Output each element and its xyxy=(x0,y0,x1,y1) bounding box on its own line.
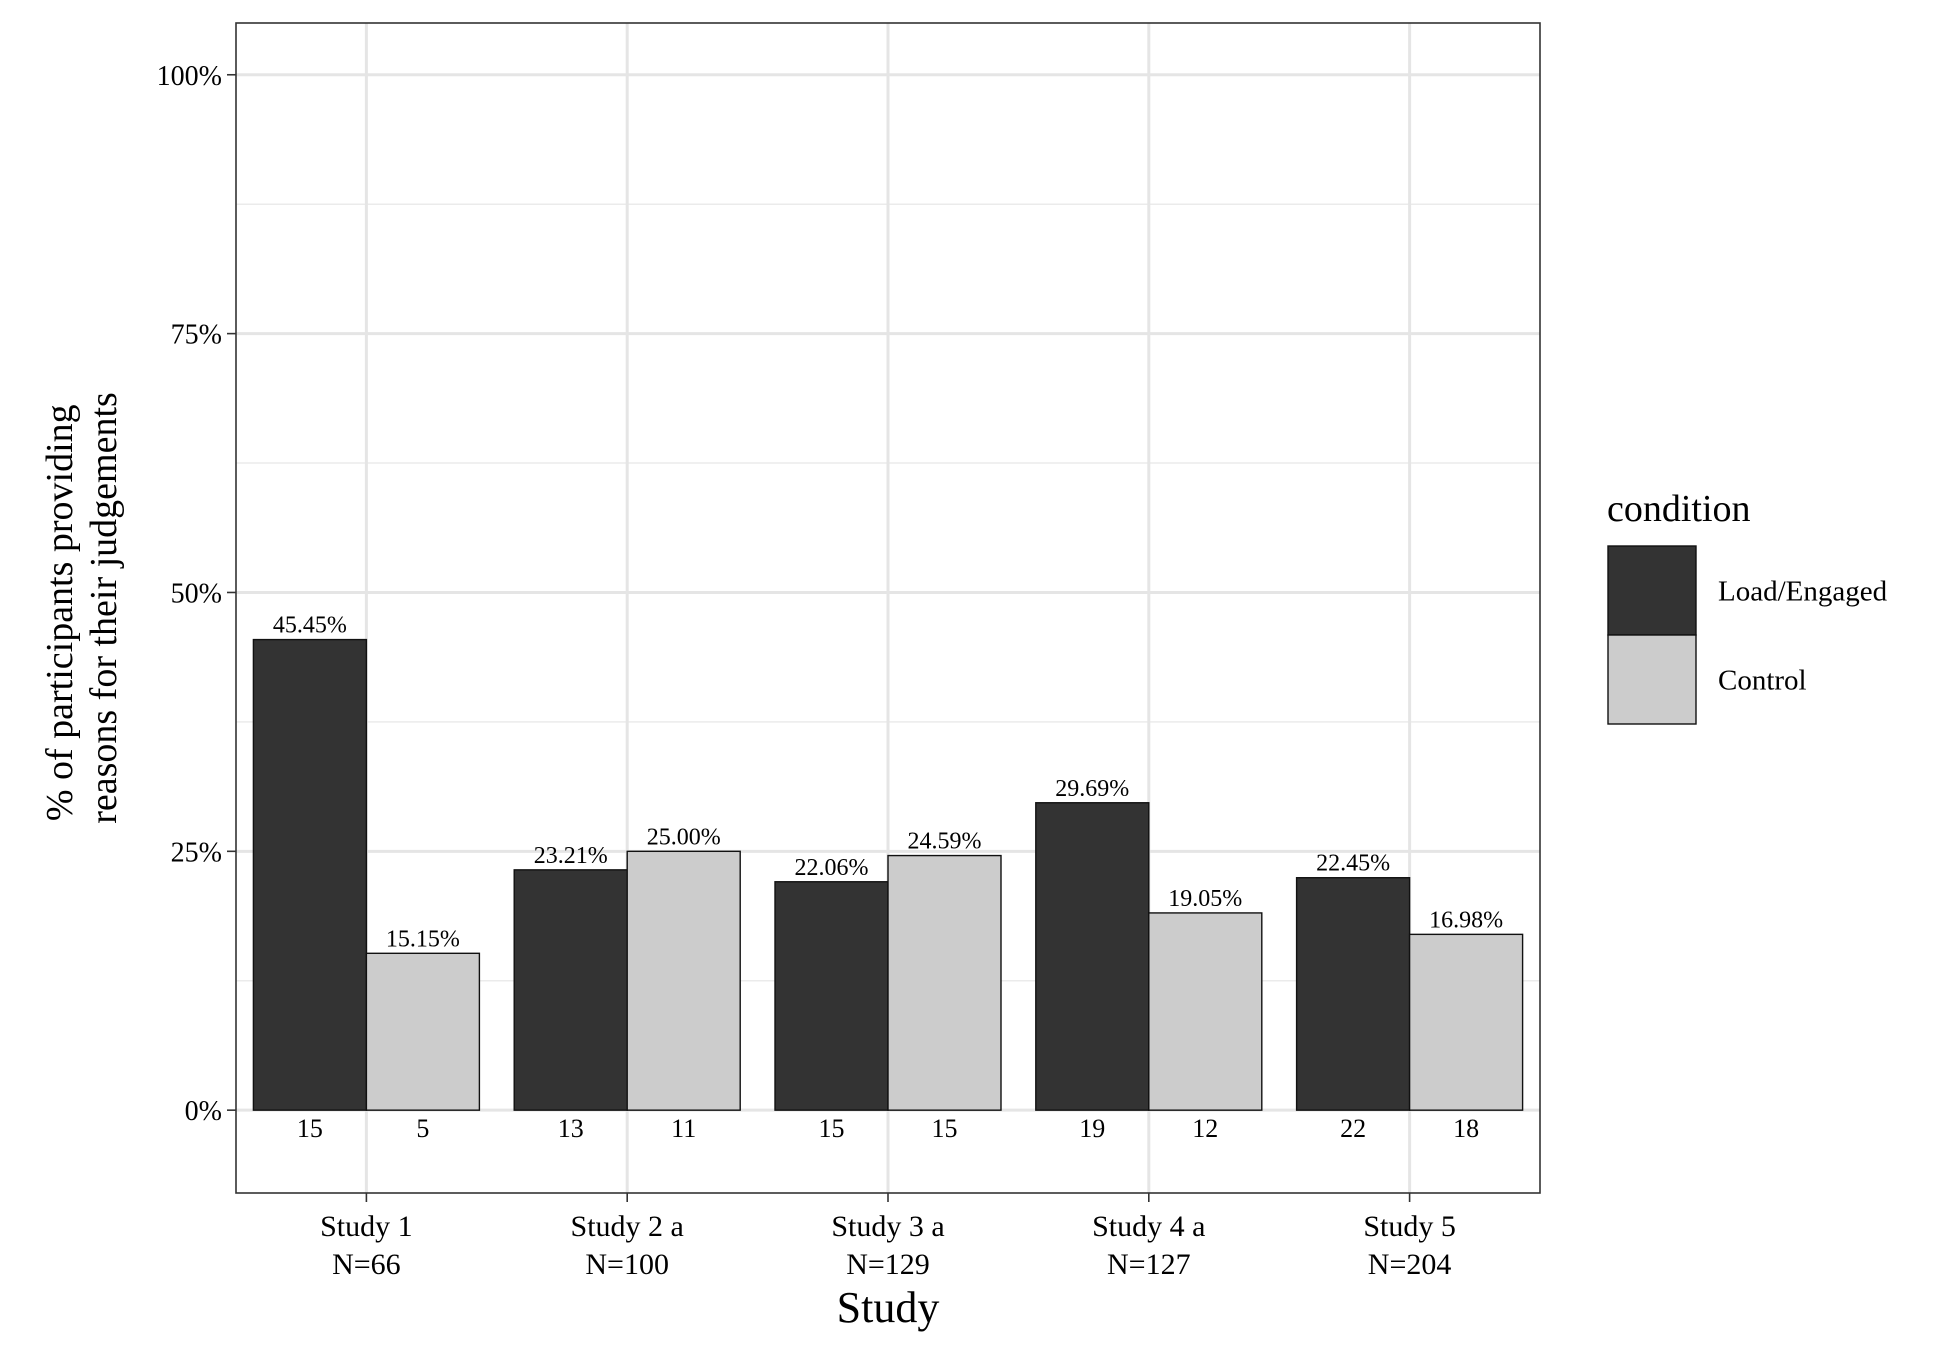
y-tick-label: 50% xyxy=(171,578,222,609)
bar xyxy=(1408,933,1524,1111)
bar-value-label: 16.98% xyxy=(1429,907,1503,933)
bar-value-label: 29.69% xyxy=(1055,776,1129,802)
bar xyxy=(1295,877,1411,1111)
bar-count-label: 15 xyxy=(819,1114,845,1143)
legend-key xyxy=(1607,634,1697,725)
bar-count-label: 22 xyxy=(1340,1114,1366,1143)
bar-count-label: 12 xyxy=(1192,1114,1218,1143)
bar xyxy=(774,881,889,1111)
y-tick-label: 25% xyxy=(171,837,222,868)
bar xyxy=(1035,802,1150,1111)
bar xyxy=(626,850,741,1111)
x-tick-label: Study 1 xyxy=(320,1210,413,1243)
x-tick-label: Study 3 a xyxy=(831,1210,944,1243)
legend-key xyxy=(1607,545,1697,636)
x-tick-label-n: N=100 xyxy=(585,1248,669,1281)
bar-value-label: 24.59% xyxy=(908,829,982,855)
bar xyxy=(1148,912,1263,1111)
bar-value-label: 45.45% xyxy=(273,613,347,639)
bar-value-label: 15.15% xyxy=(386,926,460,952)
bar-count-label: 5 xyxy=(416,1114,429,1143)
bar-count-label: 13 xyxy=(558,1114,584,1143)
y-tick-label: 100% xyxy=(157,61,222,92)
bar-count-label: 15 xyxy=(932,1114,958,1143)
bar-count-label: 11 xyxy=(671,1114,696,1143)
x-axis: Study 1 N=66 Study 2 a N=100 Study 3 a N=129 S… xyxy=(320,1193,1456,1281)
bar xyxy=(252,638,368,1111)
bar xyxy=(365,952,481,1111)
bar xyxy=(887,854,1002,1111)
x-axis-title: Study xyxy=(837,1283,940,1332)
bar-value-label: 25.00% xyxy=(647,824,721,850)
bars: 45.45% 15 23.21% 13 22.06% 15 29.69% 19 22.45% 22… xyxy=(252,613,1524,1143)
y-tick-label: 75% xyxy=(171,320,222,351)
x-tick-label-n: N=129 xyxy=(846,1248,930,1281)
bar-value-label: 22.45% xyxy=(1316,851,1390,877)
legend-label: Control xyxy=(1718,665,1807,697)
y-axis-title-line-2: reasons for their judgements xyxy=(83,392,125,824)
legend: condition Load/Engaged Control xyxy=(1607,488,1888,725)
bar-value-label: 23.21% xyxy=(534,843,608,869)
y-axis-title: % of participants providing reasons for … xyxy=(39,392,125,824)
bar-count-label: 18 xyxy=(1453,1114,1479,1143)
legend-title: condition xyxy=(1607,488,1751,530)
x-tick-label-n: N=204 xyxy=(1368,1248,1452,1281)
bar xyxy=(513,869,628,1111)
y-tick-label: 0% xyxy=(185,1096,222,1127)
x-tick-label: Study 2 a xyxy=(571,1210,684,1243)
x-tick-label: Study 4 a xyxy=(1092,1210,1205,1243)
y-axis: 0% 25% 50% 75% 100% xyxy=(157,61,236,1127)
bar-value-label: 19.05% xyxy=(1168,886,1242,912)
bar-value-label: 22.06% xyxy=(795,855,869,881)
legend-label: Load/Engaged xyxy=(1718,576,1888,608)
y-axis-title-line-1: % of participants providing xyxy=(39,404,81,821)
bar-count-label: 19 xyxy=(1079,1114,1105,1143)
x-tick-label: Study 5 xyxy=(1363,1210,1456,1243)
bar-count-label: 15 xyxy=(297,1114,323,1143)
x-tick-label-n: N=127 xyxy=(1107,1248,1191,1281)
x-tick-label-n: N=66 xyxy=(332,1248,401,1281)
